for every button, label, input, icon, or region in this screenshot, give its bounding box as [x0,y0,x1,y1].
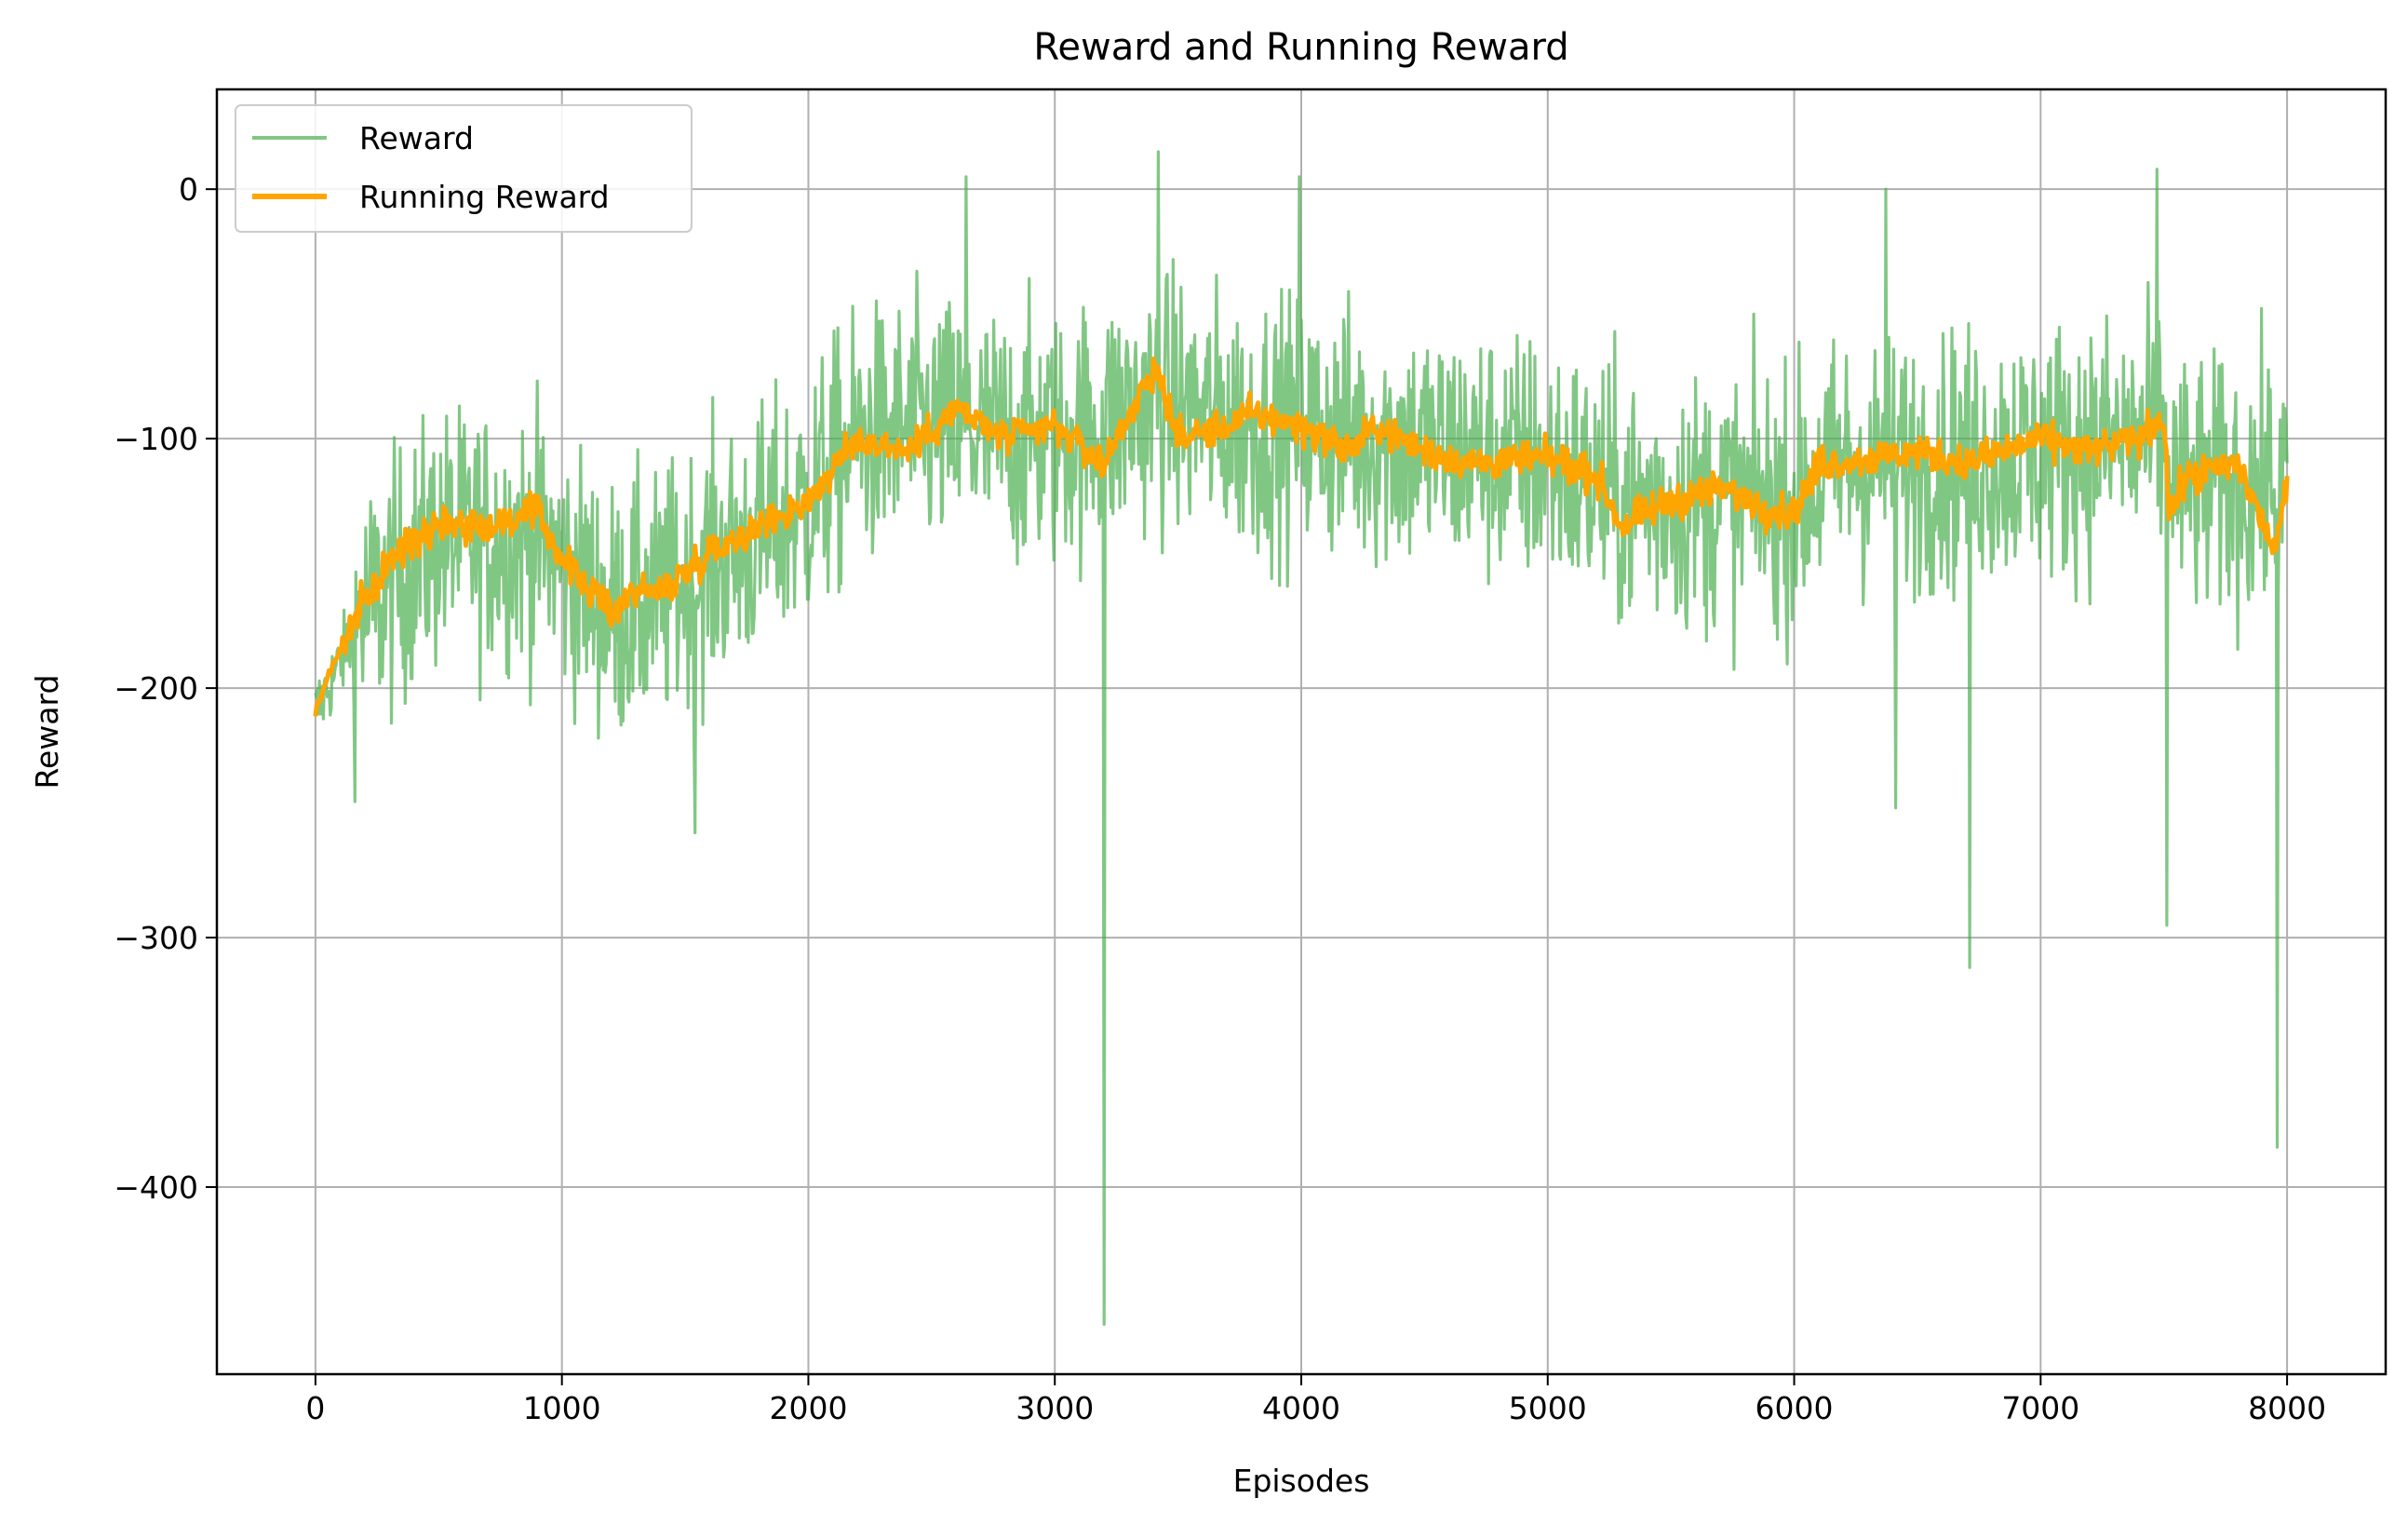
x-tick-label: 5000 [1509,1390,1587,1426]
x-tick-label: 0 [305,1390,325,1426]
reward-line [314,150,2289,1326]
axis-ticks: 0 1000 2000 3000 4000 5000 6000 7000 8000 −400 −30… [114,171,2326,1426]
legend: Reward Running Reward [235,104,693,233]
y-tick-label: −300 [114,920,198,956]
y-tick-label: −200 [114,670,198,707]
legend-reward-label: Reward [359,120,474,156]
x-tick-label: 7000 [2001,1390,2079,1426]
running-reward-series [313,357,2290,717]
chart-title: Reward and Running Reward [1033,26,1568,69]
x-tick-label: 8000 [2248,1390,2326,1426]
x-tick-label: 4000 [1262,1390,1340,1426]
x-tick-label: 1000 [523,1390,601,1426]
y-tick-label: 0 [179,171,198,208]
x-tick-label: 2000 [769,1390,847,1426]
y-tick-label: −100 [114,421,198,457]
running-reward-line [313,357,2290,717]
x-tick-label: 3000 [1016,1390,1094,1426]
x-axis-title: Episodes [1233,1463,1370,1499]
legend-box [235,104,693,233]
legend-running-reward-label: Running Reward [359,179,610,215]
reward-series [314,150,2289,1326]
y-axis-title: Reward [29,675,65,789]
grid-lines [217,89,2386,1374]
x-tick-label: 6000 [1756,1390,1834,1426]
y-tick-label: −400 [114,1169,198,1206]
